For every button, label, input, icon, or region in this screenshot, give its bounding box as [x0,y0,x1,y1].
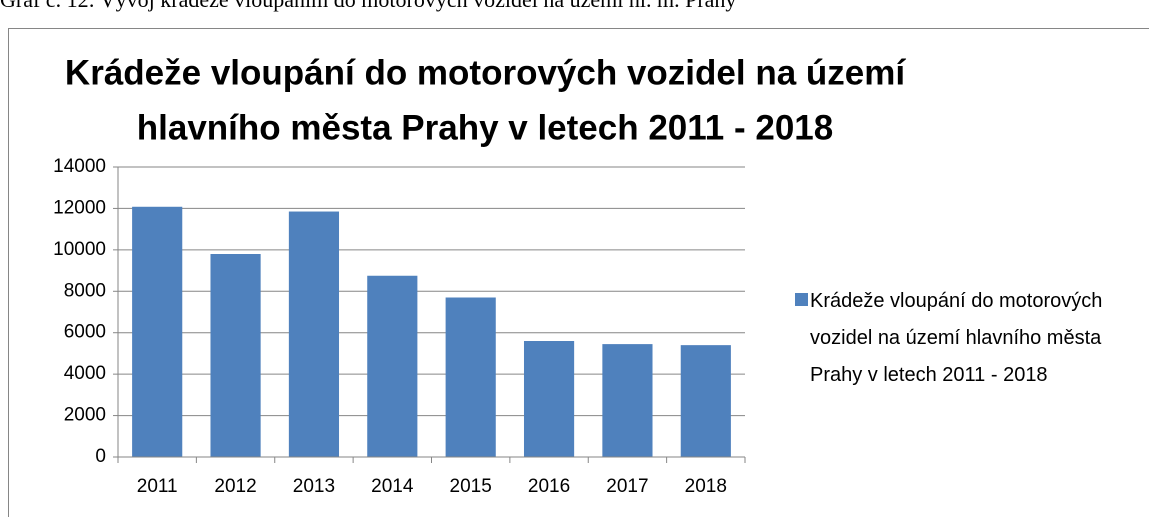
y-tick-label: 14000 [53,156,106,177]
x-tick-label: 2015 [450,476,492,497]
bar [367,275,418,457]
bar [602,344,653,457]
chart-title: hlavního města Prahy v letech 2011 - 201… [137,108,833,147]
x-tick-label: 2011 [137,476,178,497]
y-tick-label: 0 [95,446,106,467]
y-tick-label: 10000 [53,239,106,260]
bar [523,341,575,457]
chart-title: Krádeže vloupání do motorových vozidel n… [65,53,906,92]
x-tick-label: 2012 [214,476,256,497]
legend-swatch [795,293,808,306]
y-tick-label: 4000 [64,363,106,384]
bar [288,211,340,457]
y-tick-label: 8000 [64,280,106,301]
chart-border [8,28,1149,517]
legend-label: Krádeže vloupání do motorových vozidel n… [810,290,1103,386]
x-tick-label: 2018 [685,476,727,497]
x-tick-label: 2016 [528,476,570,497]
bar [445,297,496,457]
y-tick-label: 6000 [64,322,106,343]
bar [132,206,183,457]
x-tick-label: 2013 [293,476,335,497]
x-tick-label: 2017 [606,476,648,497]
y-tick-label: 12000 [53,197,106,218]
caption: Graf č. 12: Vývoj krádeže vloupáním do m… [0,0,736,12]
x-tick-label: 2014 [371,476,414,497]
bar [680,345,731,457]
bar [210,254,261,457]
y-tick-label: 2000 [64,405,106,426]
